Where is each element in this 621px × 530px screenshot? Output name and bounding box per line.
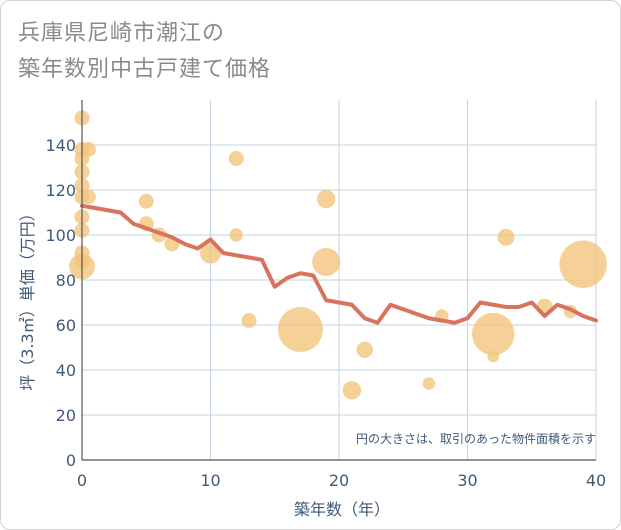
y-axis-label: 坪（3.3㎡）単価（万円） <box>18 205 37 390</box>
size-note: 円の大きさは、取引のあった物件面積を示す <box>356 431 596 446</box>
y-tick-label: 120 <box>45 181 76 200</box>
chart-title: 兵庫県尼崎市潮江の 築年数別中古戸建て価格 <box>18 16 271 88</box>
x-tick-label: 10 <box>200 471 220 490</box>
bubble-point <box>559 240 607 288</box>
y-tick-label: 60 <box>56 316 76 335</box>
bubble-point <box>241 313 257 328</box>
x-tick-label: 0 <box>77 471 87 490</box>
bubble-point <box>422 377 436 390</box>
chart-title-line-2: 築年数別中古戸建て価格 <box>18 57 272 82</box>
bubble-point <box>277 307 323 352</box>
bubble-point <box>471 312 515 356</box>
bubble-point <box>80 189 96 205</box>
x-axis-label: 築年数（年） <box>294 500 390 519</box>
axes: 0 10 20 30 40 0 20 40 60 80 100 120 140 <box>45 100 606 490</box>
bubble-point <box>229 228 243 242</box>
y-tick-label: 140 <box>45 136 76 155</box>
y-tick-label: 20 <box>56 406 76 425</box>
bubble-point <box>228 151 244 166</box>
chart-title-line-1: 兵庫県尼崎市潮江の <box>18 21 226 46</box>
bubble-point <box>497 228 515 246</box>
y-tick-label: 100 <box>45 226 76 245</box>
x-tick-label: 40 <box>586 471 606 490</box>
gridlines <box>81 100 597 461</box>
bubble-point <box>138 193 154 209</box>
y-tick-label: 40 <box>56 361 76 380</box>
bubble-point <box>80 142 96 157</box>
y-tick-label: 0 <box>66 451 76 470</box>
trend-line-group <box>80 203 598 325</box>
trend-line <box>80 203 598 325</box>
bubble-point <box>356 341 373 358</box>
x-tick-label: 20 <box>329 471 349 490</box>
bubble-point <box>316 189 336 209</box>
y-tick-label: 80 <box>56 271 76 290</box>
bubble-point <box>312 247 341 277</box>
bubbles <box>69 110 607 400</box>
bubble-point <box>487 350 500 363</box>
x-tick-label: 30 <box>457 471 477 490</box>
bubble-point <box>342 381 362 400</box>
